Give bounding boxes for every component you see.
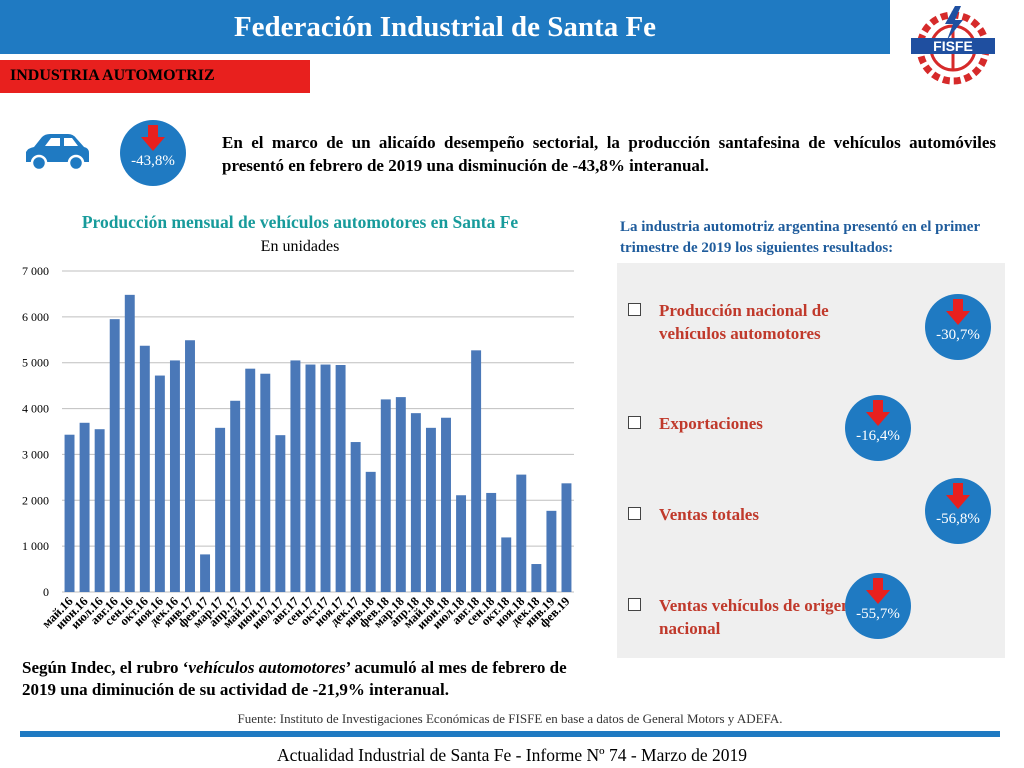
bar [275, 435, 286, 592]
y-tick-label: 2 000 [22, 493, 49, 507]
y-tick-label: 5 000 [22, 356, 49, 370]
bar [546, 510, 557, 592]
bar [200, 554, 211, 592]
bar [94, 429, 105, 592]
bar [305, 364, 316, 592]
chart-note: Según Indec, el rubro ‘vehículos automot… [22, 658, 567, 699]
bar [185, 340, 195, 592]
bar [441, 417, 451, 592]
bar [124, 294, 135, 592]
arrow-down-icon [141, 125, 165, 151]
bar [486, 492, 497, 592]
bar [64, 434, 75, 592]
footer-divider [20, 731, 1000, 737]
arrow-down-icon [866, 400, 890, 426]
exports-badge: -16,4% [845, 395, 911, 461]
y-tick-label: 7 000 [22, 264, 49, 278]
arrow-down-icon [946, 483, 970, 509]
bar [230, 400, 241, 592]
production-change-badge: -43,8% [120, 120, 186, 186]
bar [501, 537, 512, 592]
production-badge: -30,7% [925, 294, 991, 360]
bar [290, 360, 301, 592]
right-heading: La industria automotriz argentina presen… [620, 219, 980, 256]
bar [79, 422, 90, 592]
y-tick-label: 0 [43, 585, 49, 599]
bar [260, 373, 271, 592]
logo-text: FISFE [933, 38, 973, 54]
y-tick-label: 3 000 [22, 447, 49, 461]
bar [365, 471, 376, 592]
y-tick-label: 6 000 [22, 310, 49, 324]
section-label: INDUSTRIA AUTOMOTRIZ [10, 67, 215, 84]
bar [139, 345, 150, 592]
badge-value: -43,8% [131, 153, 175, 169]
section-tag [0, 60, 310, 93]
bar [516, 474, 527, 592]
checkbox-bullet-icon [628, 507, 641, 520]
footer-text: Actualidad Industrial de Santa Fe - Info… [276, 745, 747, 765]
source-note: Fuente: Instituto de Investigaciones Eco… [237, 711, 783, 726]
fisfe-logo: FISFE [911, 6, 995, 85]
title-bar [0, 0, 890, 54]
bar [350, 442, 361, 592]
page-title: Federación Industrial de Santa Fe [233, 11, 657, 43]
checkbox-bullet-icon [628, 598, 641, 611]
bar [109, 319, 120, 592]
national-sales-badge: -55,7% [845, 573, 911, 639]
bar [245, 368, 256, 592]
bar [215, 427, 226, 592]
arrow-down-icon [866, 578, 890, 604]
y-tick-label: 1 000 [22, 539, 49, 553]
bar [456, 495, 467, 592]
bar [425, 427, 436, 592]
bar [531, 564, 542, 592]
arrow-down-icon [946, 299, 970, 325]
bar [320, 364, 331, 592]
bar [410, 413, 421, 592]
total-sales-badge: -56,8% [925, 478, 991, 544]
checkbox-bullet-icon [628, 416, 641, 429]
bar [471, 350, 482, 592]
bar [395, 397, 406, 592]
checkbox-bullet-icon [628, 303, 641, 316]
bar [380, 399, 391, 592]
car-icon [26, 134, 89, 172]
bar [169, 360, 180, 592]
chart-subtitle: En unidades [260, 238, 340, 255]
y-tick-label: 4 000 [22, 402, 49, 416]
bar [335, 365, 346, 592]
intro-text: En el marco de un alicaído desempeño sec… [222, 133, 996, 175]
chart-title: Producción mensual de vehículos automoto… [81, 212, 519, 232]
bar [154, 375, 165, 592]
bar [561, 483, 572, 592]
